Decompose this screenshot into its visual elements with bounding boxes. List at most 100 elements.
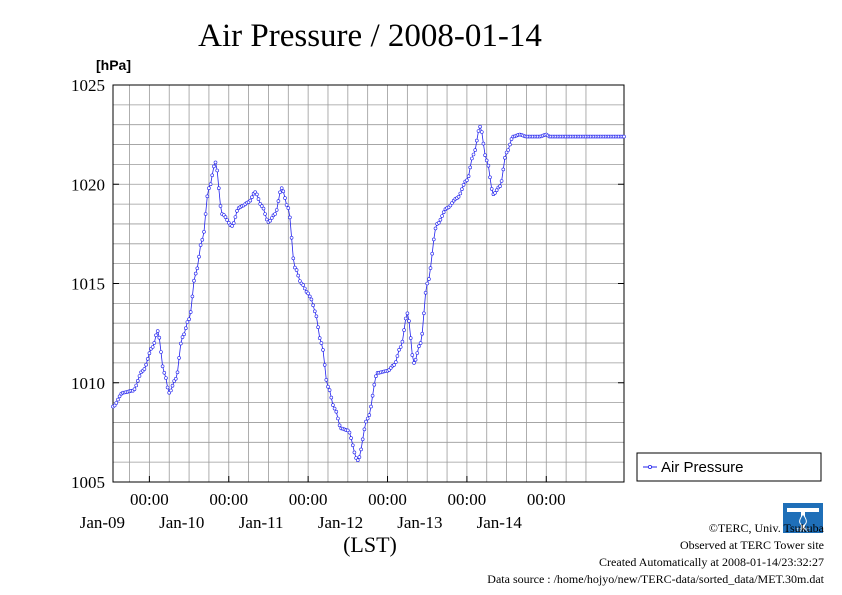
series-line [112,125,624,461]
data-point [326,384,330,389]
data-point [217,186,221,190]
data-point [197,254,201,259]
data-point [225,218,229,222]
data-point [476,129,481,133]
data-point [456,195,461,199]
data-point [415,351,420,355]
data-point [436,221,441,225]
data-point [481,141,486,146]
data-point [182,332,186,337]
data-point [255,192,259,197]
x-tick-time-label: 00:00 [527,490,566,509]
legend-label: Air Pressure [661,459,744,476]
data-point [331,403,335,407]
x-axis-ticks: 00:00Jan-0900:00Jan-1000:00Jan-1100:00Ja… [80,476,566,532]
data-point [324,378,329,382]
credit-source: Data source : /home/hojyo/new/TERC-data/… [487,572,824,586]
data-point [154,333,158,338]
data-point [349,436,353,440]
data-point [364,419,368,424]
data-point [407,319,411,323]
data-point [392,363,396,367]
data-point [136,378,140,383]
y-tick-label: 1025 [71,76,105,95]
data-point [215,168,219,173]
data-point [112,403,117,408]
y-tick-label: 1015 [71,275,105,294]
data-point [448,203,453,208]
data-point [493,191,497,195]
data-point [165,385,170,390]
data-point [440,214,444,218]
data-point [319,341,324,345]
data-point [296,273,301,278]
data-point [499,179,504,183]
x-tick-date-label: Jan-11 [239,513,284,532]
legend: Air Pressure [636,452,822,482]
data-point [294,268,299,272]
data-point [370,393,375,398]
data-point [162,370,167,375]
y-axis-unit: [hPa] [96,57,131,73]
data-point [316,325,320,330]
series-air-pressure [111,124,626,463]
legend-marker [648,464,653,469]
data-point [179,341,183,346]
data-point [468,165,473,170]
data-point [322,363,327,367]
x-tick-time-label: 00:00 [448,490,487,509]
data-point [174,376,178,381]
data-point [317,336,322,340]
x-tick-time-label: 00:00 [289,490,328,509]
data-point [187,317,191,322]
data-point [374,374,378,379]
data-point [288,215,292,220]
data-point [269,216,274,220]
data-point [402,328,406,332]
data-point [362,427,367,432]
data-point [395,354,400,358]
data-point [306,291,310,296]
data-point [116,397,120,402]
data-point [289,236,294,240]
data-point [329,395,334,400]
credit-observed: Observed at TERC Tower site [679,538,824,552]
data-point [314,314,319,319]
data-point [357,455,362,459]
data-point [461,183,466,187]
data-point [397,347,401,352]
x-tick-date-label: Jan-10 [159,513,204,532]
x-tick-date-label: Jan-14 [477,513,523,532]
data-point [307,294,312,299]
data-point [175,370,180,375]
data-point [360,437,365,442]
x-tick-time-label: 00:00 [368,490,407,509]
credit-created: Created Automatically at 2008-01-14/23:3… [599,555,824,569]
data-point [465,178,469,183]
data-point [474,138,479,143]
data-point [504,150,509,155]
data-point [250,195,254,199]
data-point [180,335,185,339]
data-point [369,404,373,409]
data-point [274,208,279,212]
data-point [160,364,165,369]
data-point [157,335,162,340]
data-point [170,383,175,388]
data-point [212,164,216,169]
data-point [142,367,147,371]
data-point [479,130,484,134]
data-point [273,212,277,216]
data-point [223,215,228,219]
data-point [393,360,398,364]
y-axis-ticks: 1005 1010 1015 1020 1025 [71,76,624,492]
data-point [150,345,155,349]
data-point [418,341,423,345]
data-point [311,303,315,308]
data-point [293,265,297,270]
data-point [208,182,213,186]
data-point [359,447,363,452]
data-point [195,266,200,271]
data-point [205,194,210,199]
